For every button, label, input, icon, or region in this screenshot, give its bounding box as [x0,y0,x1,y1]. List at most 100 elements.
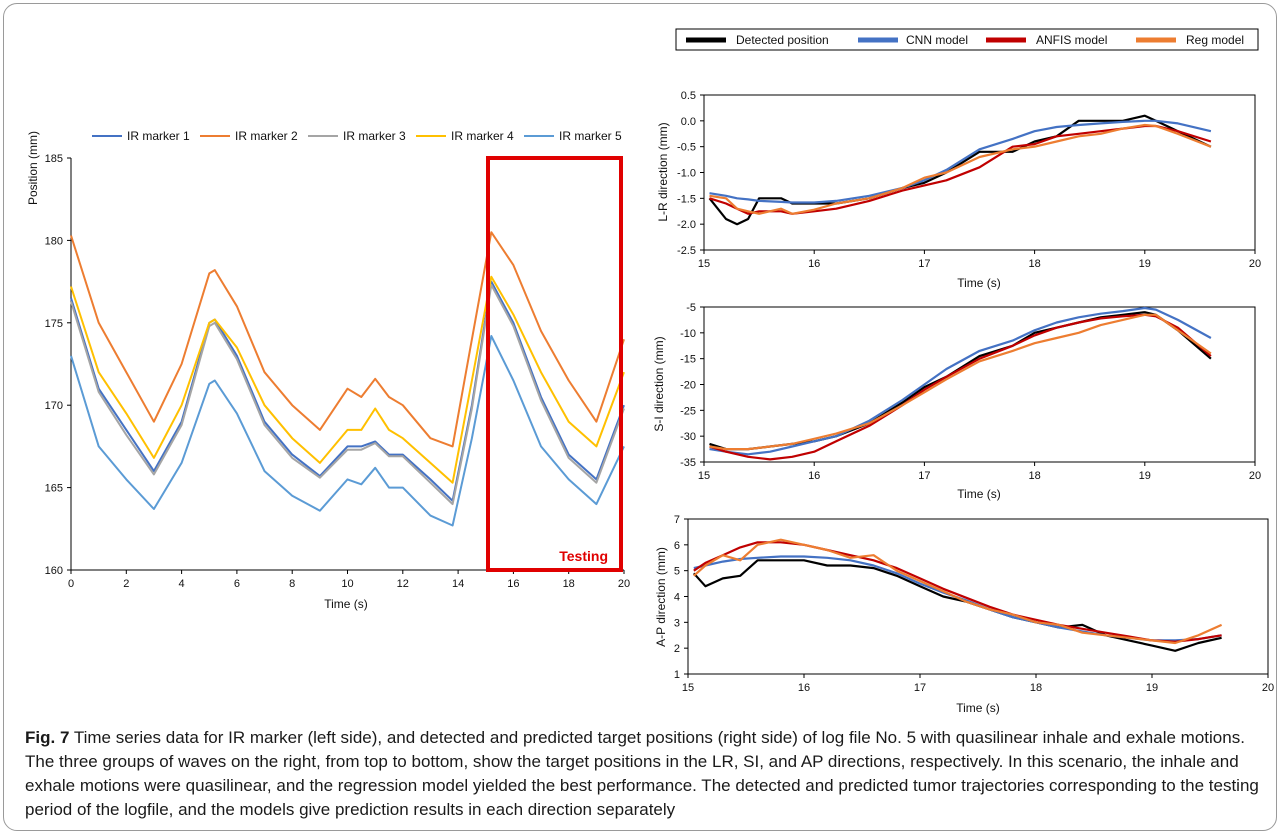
chart-2-x-tick-label: 15 [698,470,710,482]
chart-2-y-tick-label: -20 [680,380,696,392]
chart-1-x-tick-label: 19 [1139,258,1151,270]
legend-label-reg: Reg model [1186,33,1244,47]
lr-chart: L-R direction (mm) Time (s) 15 16 17 18 19 20… [656,90,1261,290]
si-chart-plot-area [703,306,1256,463]
chart-0-y-tick-label: 175 [45,318,63,330]
chart-0-y-tick-label: 165 [45,483,63,495]
legend-label-ir-marker-2: IR marker 2 [235,129,298,143]
chart-3-y-tick-label: 3 [674,617,680,629]
chart-1-y-tick-label: -2.5 [677,245,696,257]
chart-0-x-tick-label: 0 [68,578,74,590]
chart-3-x-tick-label: 16 [798,682,810,694]
chart-3-series-reg-model [693,538,1223,645]
chart-0-series-ir-marker-4 [70,275,625,484]
chart-3-x-tick-label: 18 [1030,682,1042,694]
chart-1-y-tick-label: -0.5 [677,142,696,154]
figure-frame [3,3,1277,831]
caption-text: Time series data for IR marker (left sid… [25,728,1259,819]
chart-0-x-tick-label: 18 [563,578,575,590]
legend-label-ir-marker-1: IR marker 1 [127,129,190,143]
testing-period-box [486,156,623,572]
chart-0-x-tick-label: 6 [234,578,240,590]
ap-chart-y-label: A-P direction (mm) [654,547,668,647]
chart-0-x-tick-label: 2 [123,578,129,590]
chart-0-x-tick-label: 14 [452,578,464,590]
chart-3-series-anfis-model [693,541,1222,643]
left-chart-x-label: Time (s) [324,597,368,611]
lr-chart-y-label: L-R direction (mm) [656,122,670,221]
chart-2-y-tick-label: -30 [680,431,696,443]
chart-1-x-tick-label: 18 [1028,258,1040,270]
chart-3-y-tick-label: 5 [674,566,680,578]
chart-0-series-ir-marker-5 [70,335,625,527]
chart-2-series-anfis-model [709,313,1212,461]
chart-1-y-tick-label: -2.0 [677,219,696,231]
ap-chart: A-P direction (mm) Time (s) 15 16 17 18 19 20… [654,514,1274,715]
model-legend: Detected position CNN model ANFIS model … [675,28,1259,51]
chart-3-x-tick-label: 19 [1146,682,1158,694]
lr-chart-plot-area [703,94,1256,251]
chart-1-x-tick-label: 15 [698,258,710,270]
chart-1-y-tick-label: -1.0 [677,168,696,180]
chart-3-series-detected-position [692,559,1222,652]
legend-label-detected: Detected position [736,33,829,47]
chart-0-y-tick-label: 180 [45,235,63,247]
chart-1-y-tick-label: 0.0 [681,116,696,128]
chart-1-x-tick-label: 17 [918,258,930,270]
chart-2-x-tick-label: 17 [918,470,930,482]
left-chart: Position (mm) Time (s) 0 2 4 6 8 10 12 14 16 18 20… [26,131,630,611]
left-chart-y-label: Position (mm) [26,131,40,205]
chart-3-y-tick-label: 2 [674,643,680,655]
chart-1-series-reg-model [709,123,1212,215]
chart-1-series-detected-position [708,114,1212,226]
chart-2-series-cnn-model [709,306,1212,456]
testing-label: Testing [559,548,608,564]
chart-1-x-tick-label: 16 [808,258,820,270]
chart-0-x-tick-label: 8 [289,578,295,590]
legend-label-ir-marker-5: IR marker 5 [559,129,622,143]
chart-3-y-tick-label: 6 [674,540,680,552]
chart-2-y-tick-label: -15 [680,354,696,366]
chart-1-x-tick-label: 20 [1249,258,1261,270]
chart-1-series-cnn-model [709,119,1212,204]
chart-3-x-tick-label: 17 [914,682,926,694]
chart-2-series-detected-position [709,311,1212,451]
chart-0-x-tick-label: 12 [397,578,409,590]
chart-1-y-tick-label: 0.5 [681,90,696,102]
chart-0-series-ir-marker-3 [70,283,625,506]
chart-2-y-tick-label: -5 [686,302,696,314]
chart-0-x-tick-label: 16 [507,578,519,590]
chart-2-x-tick-label: 19 [1139,470,1151,482]
legend-label-ir-marker-3: IR marker 3 [343,129,406,143]
si-chart-x-label: Time (s) [957,487,1001,501]
chart-3-y-tick-label: 4 [674,592,680,604]
chart-0-series-ir-marker-1 [70,280,625,502]
chart-2-y-tick-label: -35 [680,457,696,469]
chart-0-series-ir-marker-2 [70,231,625,448]
si-chart-y-label: S-I direction (mm) [652,336,666,431]
chart-2-x-tick-label: 16 [808,470,820,482]
si-chart: S-I direction (mm) Time (s) 15 16 17 18 19 20… [652,302,1261,501]
chart-0-x-tick-label: 10 [341,578,353,590]
chart-0-y-tick-label: 170 [45,400,63,412]
chart-1-y-tick-label: -1.5 [677,193,696,205]
lr-chart-x-label: Time (s) [957,276,1001,290]
chart-0-y-tick-label: 185 [45,153,63,165]
chart-2-y-tick-label: -10 [680,328,696,340]
legend-label-cnn: CNN model [906,33,968,47]
chart-0-x-tick-label: 20 [618,578,630,590]
chart-0-x-tick-label: 4 [179,578,185,590]
chart-2-series-reg-model [709,313,1212,451]
ir-marker-legend: IR marker 1 IR marker 2 IR marker 3 IR m… [92,129,622,143]
chart-2-y-tick-label: -25 [680,405,696,417]
chart-3-y-tick-label: 1 [674,669,680,681]
chart-2-x-tick-label: 20 [1249,470,1261,482]
chart-3-y-tick-label: 7 [674,514,680,526]
caption-label: Fig. 7 [25,728,70,747]
chart-3-x-tick-label: 20 [1262,682,1274,694]
legend-label-ir-marker-4: IR marker 4 [451,129,514,143]
chart-0-y-tick-label: 160 [45,565,63,577]
chart-3-x-tick-label: 15 [682,682,694,694]
ap-chart-x-label: Time (s) [956,701,1000,715]
